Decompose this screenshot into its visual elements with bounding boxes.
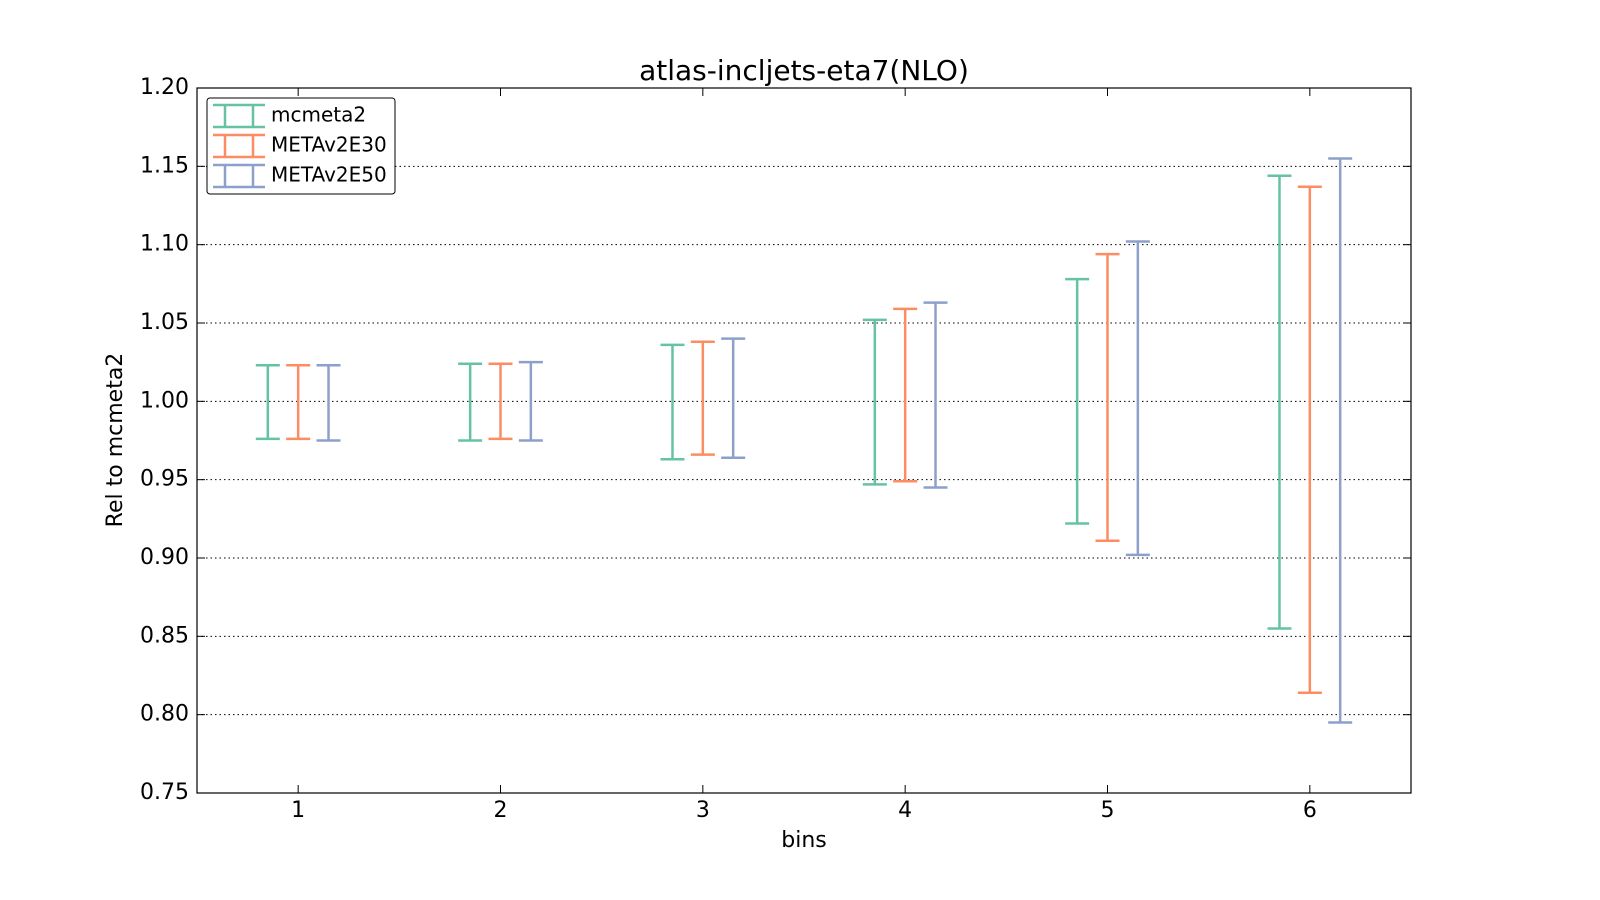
x-axis-label: bins: [781, 828, 826, 853]
y-tick-label: 1.10: [140, 232, 189, 257]
error-bar: [660, 343, 685, 461]
error-bar: [255, 364, 280, 441]
error-bar: [518, 360, 543, 442]
x-tick-label: 4: [898, 798, 912, 823]
x-tick-label: 6: [1303, 798, 1317, 823]
y-tick-label: 0.80: [140, 702, 189, 727]
legend-swatch: [213, 133, 265, 159]
y-tick-label: 0.85: [140, 623, 189, 648]
chart-title: atlas-incljets-eta7(NLO): [639, 54, 969, 87]
error-bar: [316, 364, 341, 442]
legend-swatch: [213, 103, 265, 129]
error-bar: [1328, 157, 1353, 724]
error-bar: [862, 318, 887, 486]
legend-label: mcmeta2: [271, 103, 366, 127]
legend-label: METAv2E50: [271, 163, 387, 187]
y-tick-label: 1.20: [140, 75, 189, 100]
legend-swatch: [213, 163, 265, 189]
error-bar: [1125, 240, 1150, 557]
y-tick-label: 1.00: [140, 388, 189, 413]
y-tick-label: 0.75: [140, 780, 189, 805]
error-bar: [286, 364, 311, 441]
error-bar: [458, 362, 483, 442]
error-bar: [690, 340, 715, 456]
error-bar: [1297, 185, 1322, 694]
y-tick-label: 0.95: [140, 467, 189, 492]
y-tick-label: 0.90: [140, 545, 189, 570]
y-tick-label: 1.15: [140, 153, 189, 178]
error-bar: [1065, 277, 1090, 525]
y-tick-label: 1.05: [140, 310, 189, 335]
x-tick-label: 5: [1101, 798, 1115, 823]
error-bar: [1095, 252, 1120, 543]
y-axis-label: Rel to mcmeta2: [103, 353, 128, 528]
x-tick-label: 2: [494, 798, 508, 823]
error-bar: [923, 301, 948, 489]
plot-frame: [196, 87, 1412, 794]
error-bar: [721, 337, 746, 459]
x-tick-label: 3: [696, 798, 710, 823]
legend-label: METAv2E30: [271, 133, 387, 157]
error-bar: [1267, 174, 1292, 630]
x-tick-label: 1: [291, 798, 305, 823]
error-bar: [893, 307, 918, 483]
error-bar: [488, 362, 513, 441]
